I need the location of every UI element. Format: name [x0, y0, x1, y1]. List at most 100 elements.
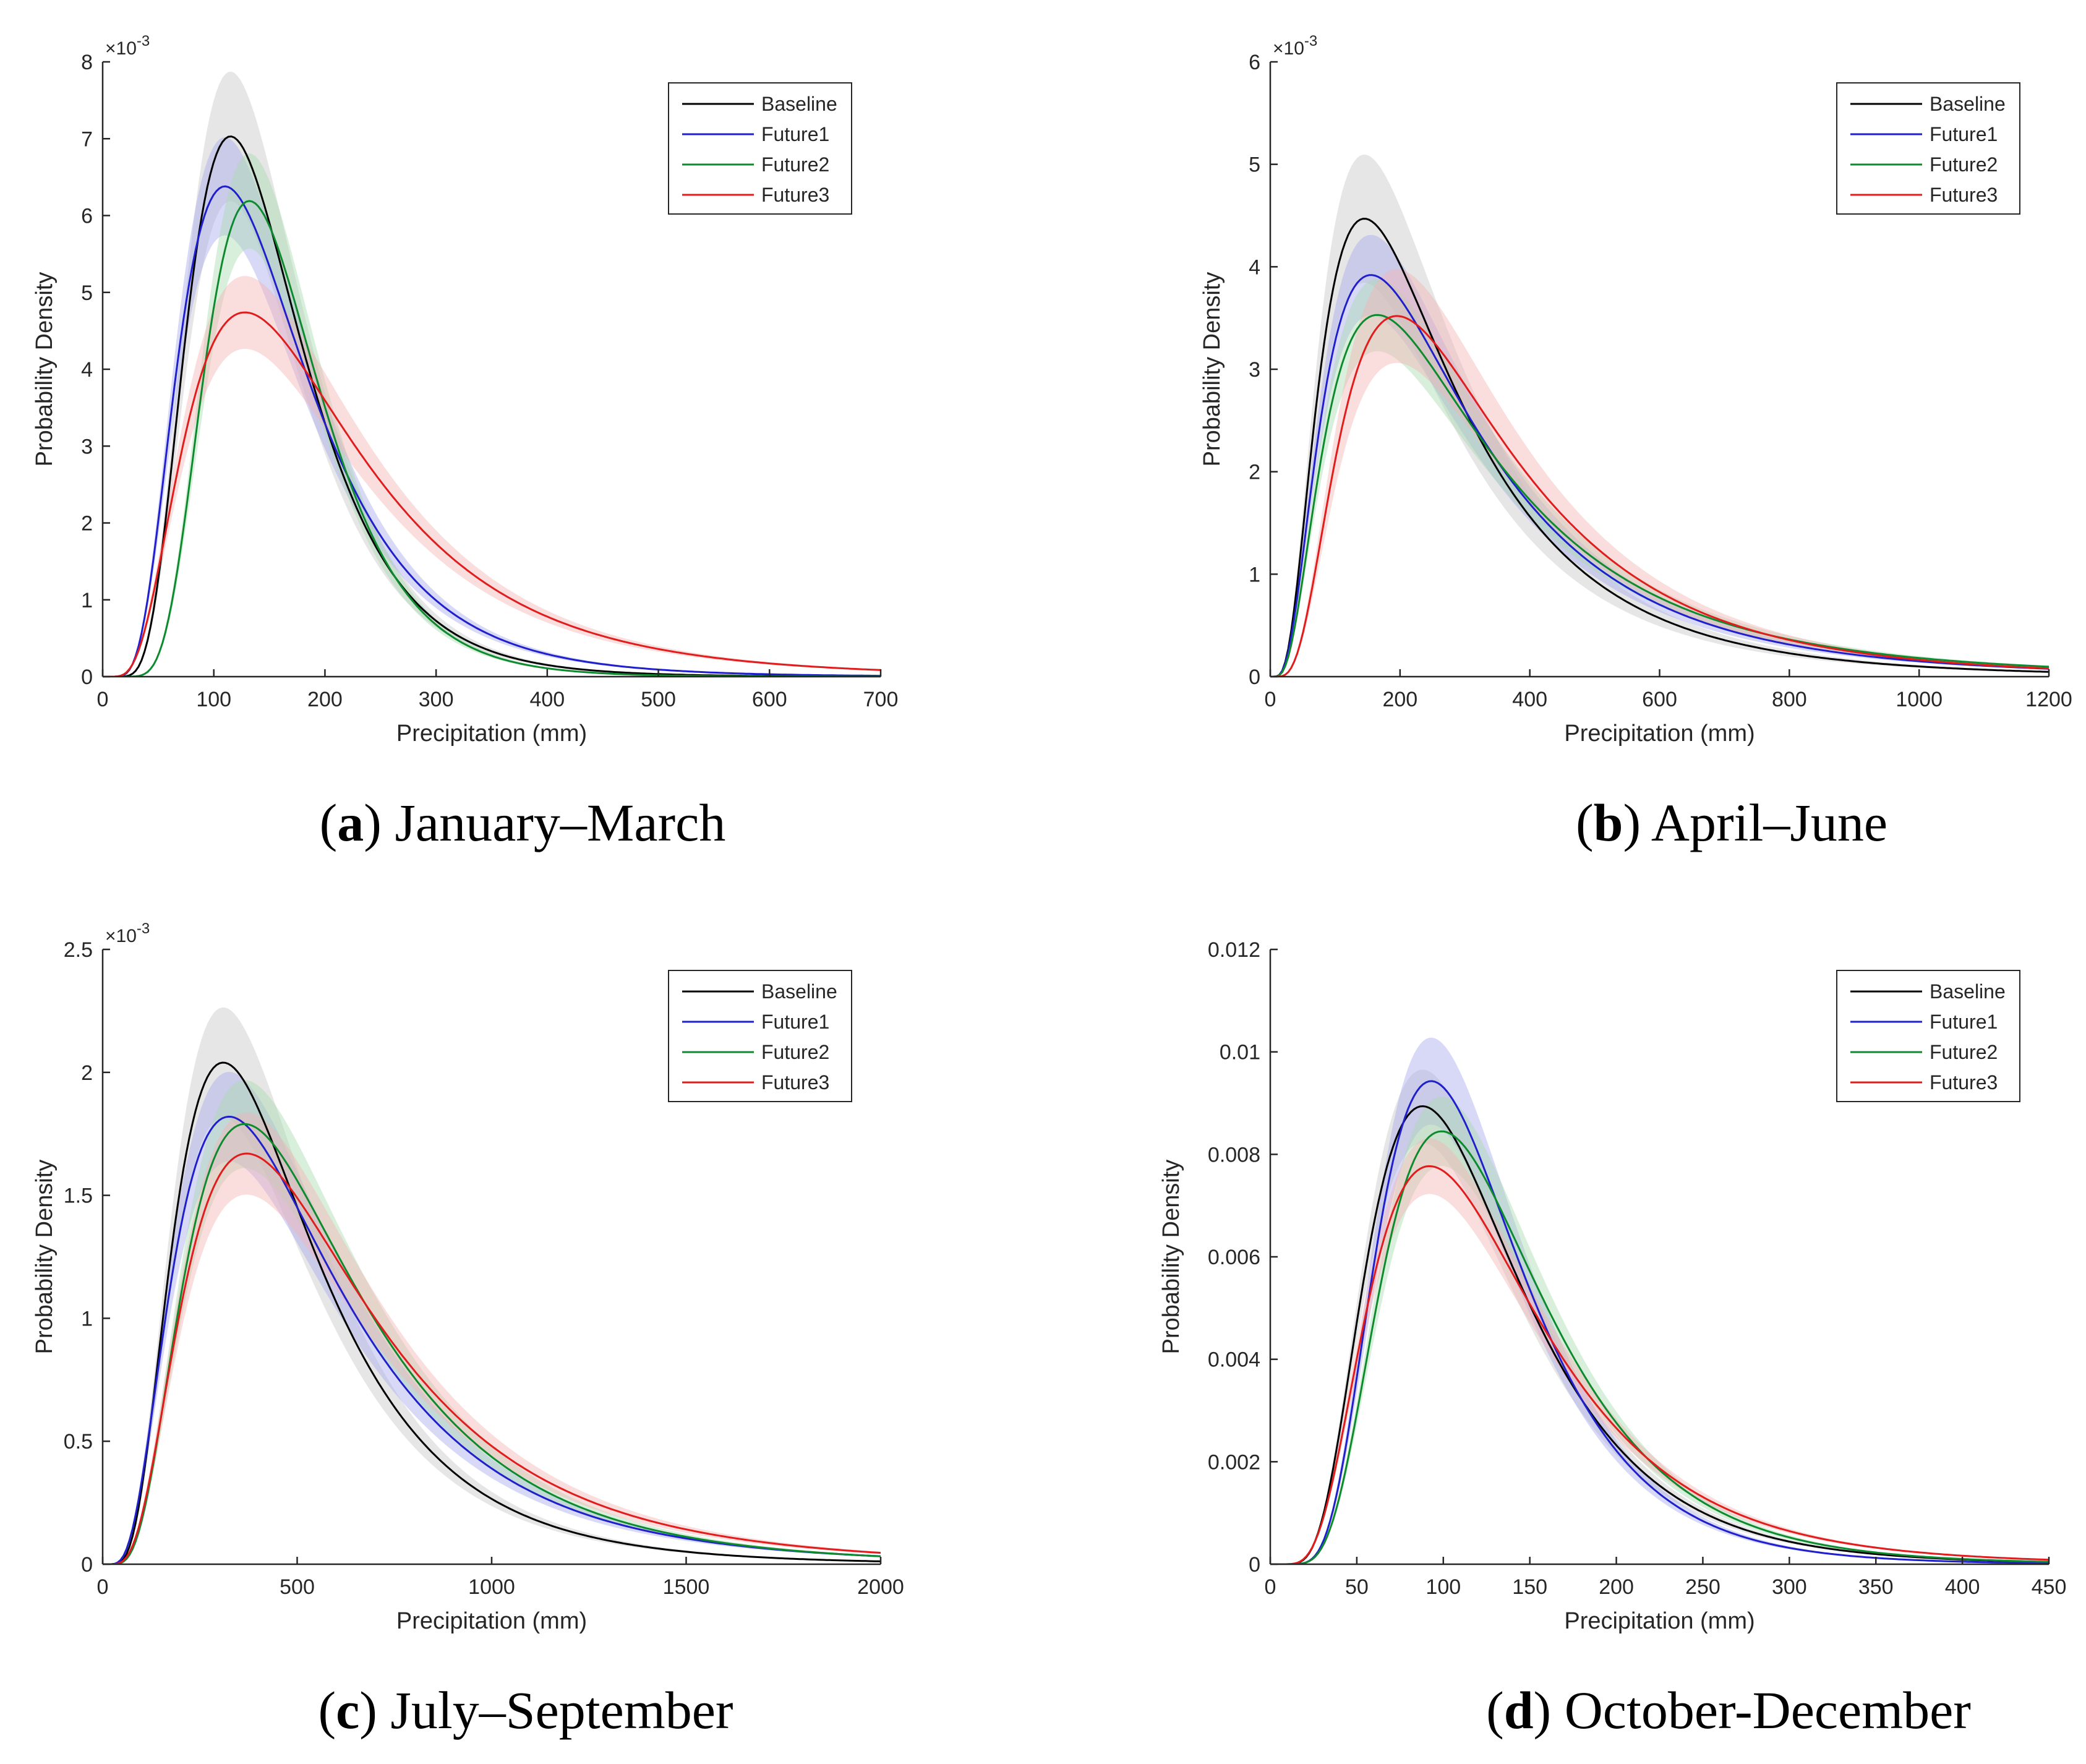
series-line-future3-d — [1270, 1165, 2049, 1564]
band-future2-a — [103, 153, 881, 677]
y-tick-label-d: 0.006 — [1208, 1246, 1260, 1269]
band-future3-b — [1270, 269, 2049, 677]
y-tick-label-d: 0.01 — [1220, 1041, 1260, 1064]
y-tick-label-a: 2 — [81, 512, 93, 536]
y-axis-label-d: Probability Density — [1158, 1160, 1184, 1355]
legend-label-future3-b: Future3 — [1930, 184, 1998, 206]
x-tick-label-b: 600 — [1642, 688, 1677, 711]
series-line-future3-c — [103, 1152, 881, 1564]
x-axis-label-a: Precipitation (mm) — [396, 721, 587, 747]
y-scale-factor-a: ×10-3 — [105, 33, 150, 59]
y-scale-factor-b: ×10-3 — [1273, 33, 1317, 59]
series-line-baseline-d — [1270, 1105, 2049, 1564]
legend-d: Baseline Future1 Future2 Future3 — [1836, 970, 2020, 1102]
x-tick-label-d: 0 — [1265, 1575, 1276, 1599]
band-future1-c — [103, 1072, 881, 1564]
y-axis-label-c: Probability Density — [32, 1160, 58, 1355]
panel-d: 0 50 100 150 200 250 300 350 400 450 0 0.002 0.004 0.… — [1158, 938, 2066, 1634]
legend-label-future1-c: Future1 — [761, 1011, 829, 1033]
legend-box-c — [668, 970, 852, 1102]
legend-label-baseline-a: Baseline — [761, 93, 837, 115]
y-tick-label-c: 0 — [81, 1553, 93, 1577]
y-axis-label-b: Probability Density — [1199, 272, 1225, 467]
y-axis-label-a: Probability Density — [32, 272, 58, 467]
x-tick-label-d: 150 — [1512, 1575, 1547, 1599]
y-tick-label-b: 6 — [1249, 51, 1260, 74]
legend-label-future3-a: Future3 — [761, 184, 829, 206]
y-tick-label-b: 5 — [1249, 153, 1260, 177]
y-scale-exponent-c: -3 — [137, 920, 150, 937]
y-tick-label-d: 0 — [1249, 1553, 1260, 1577]
legend-a: Baseline Future1 Future2 Future3 — [668, 82, 852, 215]
x-tick-label-a: 500 — [641, 688, 676, 711]
x-tick-label-c: 1500 — [663, 1575, 710, 1599]
legend-c: Baseline Future1 Future2 Future3 — [668, 970, 852, 1102]
caption-c: (c) July–September — [318, 1681, 733, 1740]
x-tick-label-b: 0 — [1265, 688, 1276, 711]
caption-d: (d) October-December — [1486, 1681, 1971, 1740]
x-tick-label-c: 500 — [280, 1575, 315, 1599]
band-future3-c — [103, 1112, 881, 1564]
series-line-future2-c — [103, 1123, 881, 1564]
y-tick-label-d: 0.008 — [1208, 1143, 1260, 1167]
y-tick-label-b: 0 — [1249, 666, 1260, 689]
y-scale-exponent-a: -3 — [137, 33, 150, 49]
legend-label-future1-d: Future1 — [1930, 1011, 1998, 1033]
x-axis-label-d: Precipitation (mm) — [1564, 1608, 1755, 1634]
y-scale-factor-c: ×10-3 — [105, 920, 150, 946]
x-tick-label-a: 400 — [529, 688, 565, 711]
series-line-future2-b — [1270, 314, 2049, 677]
x-tick-label-a: 600 — [752, 688, 787, 711]
y-tick-label-d: 0.012 — [1208, 938, 1260, 962]
x-tick-label-d: 250 — [1685, 1575, 1721, 1599]
legend-label-future2-b: Future2 — [1930, 153, 1998, 176]
x-tick-label-b: 1000 — [1896, 688, 1943, 711]
plot-area-b — [1270, 154, 2049, 677]
legend-label-future3-c: Future3 — [761, 1071, 829, 1094]
panel-b: 0 200 400 600 800 1000 1200 0 1 2 3 4 5 6 ×10-3 Precipi… — [1199, 33, 2072, 747]
y-tick-label-c: 0.5 — [64, 1430, 93, 1454]
series-line-future1-b — [1270, 274, 2049, 677]
x-tick-label-d: 300 — [1772, 1575, 1807, 1599]
y-tick-label-b: 1 — [1249, 563, 1260, 586]
panel-c: 0 500 1000 1500 2000 0 0.5 1 1.5 2 2.5 ×10-3 Precipi… — [32, 920, 904, 1634]
y-tick-label-a: 3 — [81, 435, 93, 458]
y-tick-label-a: 7 — [81, 127, 93, 151]
y-tick-label-c: 1 — [81, 1307, 93, 1330]
x-tick-label-b: 400 — [1512, 688, 1547, 711]
y-tick-label-b: 4 — [1249, 255, 1260, 279]
x-tick-label-c: 2000 — [857, 1575, 904, 1599]
x-tick-label-a: 700 — [863, 688, 899, 711]
x-axis-label-c: Precipitation (mm) — [396, 1608, 587, 1634]
y-tick-label-a: 1 — [81, 589, 93, 612]
y-tick-label-a: 6 — [81, 205, 93, 228]
y-tick-label-c: 1.5 — [64, 1184, 93, 1208]
y-tick-label-c: 2.5 — [64, 938, 93, 962]
y-tick-label-d: 0.002 — [1208, 1450, 1260, 1474]
legend-label-future2-a: Future2 — [761, 153, 829, 176]
y-tick-label-a: 0 — [81, 666, 93, 689]
series-line-future1-d — [1270, 1080, 2049, 1564]
series-line-future2-d — [1270, 1130, 2049, 1564]
x-tick-label-c: 1000 — [468, 1575, 515, 1599]
x-tick-label-a: 300 — [419, 688, 454, 711]
series-line-future1-a — [103, 185, 881, 677]
series-line-baseline-b — [1270, 218, 2049, 677]
series-line-future2-a — [103, 200, 881, 677]
x-tick-label-d: 350 — [1858, 1575, 1894, 1599]
x-tick-label-a: 100 — [196, 688, 231, 711]
legend-label-baseline-b: Baseline — [1930, 93, 2006, 115]
band-future2-c — [103, 1080, 881, 1564]
series-line-baseline-c — [103, 1061, 881, 1564]
panel-a: 0 100 200 300 400 500 600 700 0 1 2 3 4 5 6 7 8 ×10-3 Prec… — [32, 33, 898, 747]
plot-area-d — [1270, 1037, 2049, 1564]
x-tick-label-a: 0 — [97, 688, 109, 711]
x-tick-label-b: 200 — [1382, 688, 1417, 711]
legend-label-future1-b: Future1 — [1930, 123, 1998, 145]
x-tick-label-a: 200 — [307, 688, 343, 711]
legend-label-baseline-d: Baseline — [1930, 980, 2006, 1003]
legend-label-future3-d: Future3 — [1930, 1071, 1998, 1094]
legend-label-future1-a: Future1 — [761, 123, 829, 145]
x-tick-label-d: 100 — [1426, 1575, 1461, 1599]
